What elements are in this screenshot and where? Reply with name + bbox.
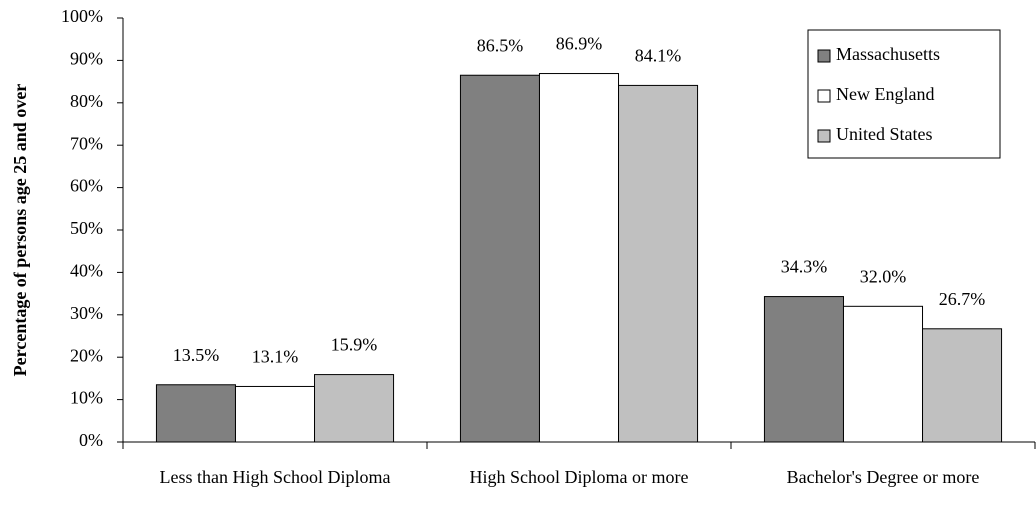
bar	[618, 84, 699, 443]
legend: Massachusetts New England United States	[807, 29, 1001, 159]
legend-label: Massachusetts	[836, 44, 940, 64]
legend-swatch	[817, 49, 831, 63]
y-axis-title: Percentage of persons age 25 and over	[10, 84, 30, 377]
legend-swatch	[817, 129, 831, 143]
x-tick-label: Bachelor's Degree or more	[786, 467, 980, 487]
y-tick-label: 10%	[70, 388, 103, 408]
data-label: 86.9%	[556, 34, 603, 54]
bar	[922, 328, 1003, 443]
data-label: 15.9%	[331, 335, 378, 355]
y-tick-label: 30%	[70, 303, 103, 323]
x-tick-label: Less than High School Diploma	[159, 467, 391, 487]
bar	[842, 305, 924, 443]
data-label: 86.5%	[477, 35, 524, 55]
y-tick-label: 90%	[70, 49, 103, 69]
bar	[538, 73, 620, 443]
bar	[763, 296, 844, 443]
y-tick-label: 20%	[70, 345, 103, 365]
legend-swatch	[817, 89, 831, 103]
data-label: 34.3%	[781, 257, 828, 277]
y-tick-label: 40%	[70, 261, 103, 281]
y-tick-label: 80%	[70, 91, 103, 111]
y-tick-label: 50%	[70, 218, 103, 238]
data-label: 13.1%	[252, 347, 299, 367]
data-label: 26.7%	[939, 289, 986, 309]
y-tick-label: 0%	[79, 430, 103, 450]
legend-label: New England	[836, 84, 934, 104]
y-tick-label: 100%	[61, 6, 103, 26]
data-label: 32.0%	[860, 266, 907, 286]
bar	[314, 374, 395, 443]
x-tick-label: High School Diploma or more	[469, 467, 689, 487]
y-tick-label: 70%	[70, 133, 103, 153]
legend-label: United States	[836, 124, 933, 144]
bar	[459, 74, 540, 443]
y-tick-label: 60%	[70, 176, 103, 196]
data-label: 13.5%	[173, 345, 220, 365]
legend-box	[807, 29, 1001, 159]
bar	[155, 384, 236, 443]
data-label: 84.1%	[635, 46, 682, 66]
bar	[234, 385, 316, 443]
